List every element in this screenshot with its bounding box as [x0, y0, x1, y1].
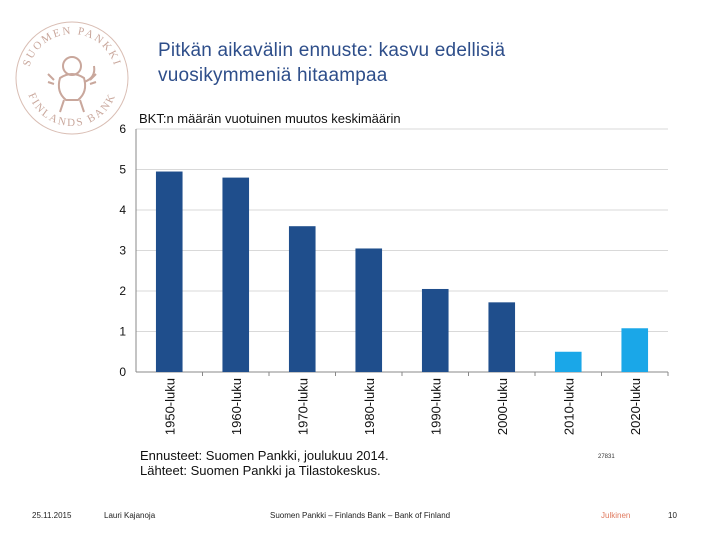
bar	[554, 351, 582, 372]
bar	[621, 328, 649, 372]
x-tick-label: 1990-luku	[428, 378, 443, 435]
chart-title: BKT:n määrän vuotuinen muutos keskimääri…	[139, 111, 401, 126]
bar	[355, 248, 383, 372]
chart-notes: Ennusteet: Suomen Pankki, joulukuu 2014.…	[140, 448, 389, 478]
footer-organization: Suomen Pankki – Finlands Bank – Bank of …	[270, 511, 451, 520]
x-tick-label: 1980-luku	[362, 378, 377, 435]
lion-crest-icon	[47, 56, 97, 113]
y-tick-label: 5	[119, 163, 126, 177]
source-note: Lähteet: Suomen Pankki ja Tilastokeskus.	[140, 463, 381, 478]
chart-code: 27831	[598, 454, 615, 460]
bar	[222, 177, 250, 372]
forecast-note: Ennusteet: Suomen Pankki, joulukuu 2014.	[140, 448, 389, 463]
y-tick-label: 3	[119, 244, 126, 258]
logo: SUOMEN PANKKI FINLANDS BANK	[15, 21, 129, 135]
footer-date: 25.11.2015	[32, 511, 72, 520]
footer-classification: Julkinen	[601, 511, 631, 520]
slide-title-line-2: vuosikymmeniä hitaampaa	[158, 65, 388, 86]
x-tick-label: 2020-luku	[628, 378, 643, 435]
bar	[288, 226, 316, 372]
slide-title-line-1: Pitkän aikavälin ennuste: kasvu edellisi…	[158, 40, 506, 61]
x-tick-label: 1970-luku	[295, 378, 310, 435]
x-tick-label: 2010-luku	[561, 378, 576, 435]
y-tick-label: 2	[119, 284, 126, 298]
slide-title: Pitkän aikavälin ennuste: kasvu edellisi…	[158, 38, 678, 88]
y-tick-label: 4	[119, 203, 126, 217]
bar	[421, 288, 449, 372]
y-tick-label: 6	[119, 122, 126, 136]
footer-page-number: 10	[668, 511, 677, 520]
bar	[488, 302, 516, 372]
x-tick-label: 1950-luku	[162, 378, 177, 435]
x-tick-label: 2000-luku	[495, 378, 510, 435]
bar	[155, 171, 183, 372]
x-tick-label: 1960-luku	[229, 378, 244, 435]
footer-author: Lauri Kajanoja	[104, 511, 156, 520]
y-tick-label: 0	[119, 365, 126, 379]
y-tick-label: 1	[119, 325, 126, 339]
